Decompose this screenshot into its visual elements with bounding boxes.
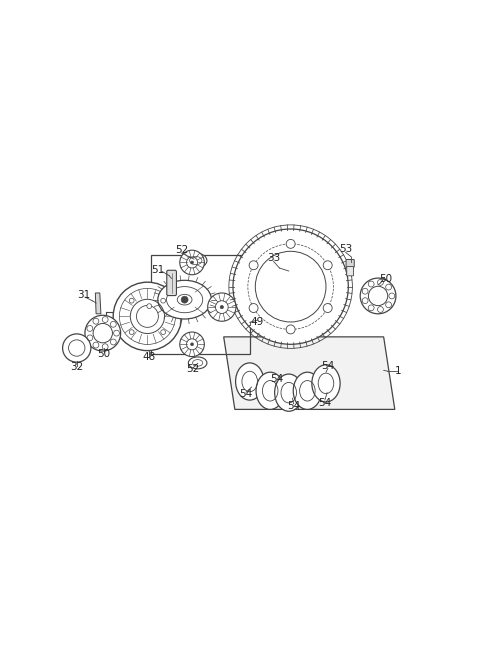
Circle shape bbox=[62, 334, 91, 362]
Circle shape bbox=[360, 278, 396, 314]
Circle shape bbox=[180, 332, 204, 357]
Circle shape bbox=[323, 304, 332, 312]
Circle shape bbox=[129, 298, 134, 303]
Circle shape bbox=[249, 261, 258, 270]
Circle shape bbox=[191, 261, 193, 264]
Text: 49: 49 bbox=[251, 317, 264, 327]
Text: 50: 50 bbox=[379, 274, 392, 284]
Circle shape bbox=[323, 261, 332, 270]
Text: 31: 31 bbox=[77, 290, 90, 300]
Text: 1: 1 bbox=[395, 366, 401, 376]
Text: 54: 54 bbox=[240, 389, 252, 399]
Circle shape bbox=[208, 293, 236, 321]
Polygon shape bbox=[96, 293, 101, 314]
Circle shape bbox=[147, 304, 152, 308]
Text: 32: 32 bbox=[70, 361, 84, 371]
FancyBboxPatch shape bbox=[347, 266, 354, 276]
Circle shape bbox=[129, 330, 134, 335]
Circle shape bbox=[85, 316, 120, 351]
Text: 50: 50 bbox=[97, 348, 110, 359]
Text: 54: 54 bbox=[271, 374, 284, 384]
Circle shape bbox=[233, 229, 348, 344]
Circle shape bbox=[286, 325, 295, 334]
Text: 54: 54 bbox=[287, 401, 300, 411]
Circle shape bbox=[161, 330, 166, 335]
FancyBboxPatch shape bbox=[167, 270, 177, 296]
Circle shape bbox=[113, 282, 181, 350]
Text: 53: 53 bbox=[339, 245, 352, 255]
Text: 54: 54 bbox=[318, 398, 332, 407]
Text: 51: 51 bbox=[151, 265, 164, 275]
Ellipse shape bbox=[256, 372, 284, 409]
Circle shape bbox=[181, 296, 188, 303]
Circle shape bbox=[286, 239, 295, 249]
Circle shape bbox=[249, 304, 258, 312]
Text: 54: 54 bbox=[321, 361, 335, 371]
Circle shape bbox=[191, 343, 193, 346]
FancyBboxPatch shape bbox=[346, 259, 354, 267]
Text: 52: 52 bbox=[175, 245, 188, 255]
Text: 52: 52 bbox=[187, 364, 200, 374]
Ellipse shape bbox=[293, 372, 322, 409]
Text: 33: 33 bbox=[267, 253, 280, 262]
Ellipse shape bbox=[185, 253, 207, 268]
Text: 48: 48 bbox=[143, 352, 156, 362]
Ellipse shape bbox=[158, 280, 211, 319]
Ellipse shape bbox=[275, 374, 303, 411]
Ellipse shape bbox=[236, 363, 264, 400]
Circle shape bbox=[220, 306, 224, 309]
Ellipse shape bbox=[312, 365, 340, 402]
Circle shape bbox=[161, 298, 166, 303]
Polygon shape bbox=[224, 337, 395, 409]
Ellipse shape bbox=[188, 357, 207, 369]
Circle shape bbox=[180, 250, 204, 275]
